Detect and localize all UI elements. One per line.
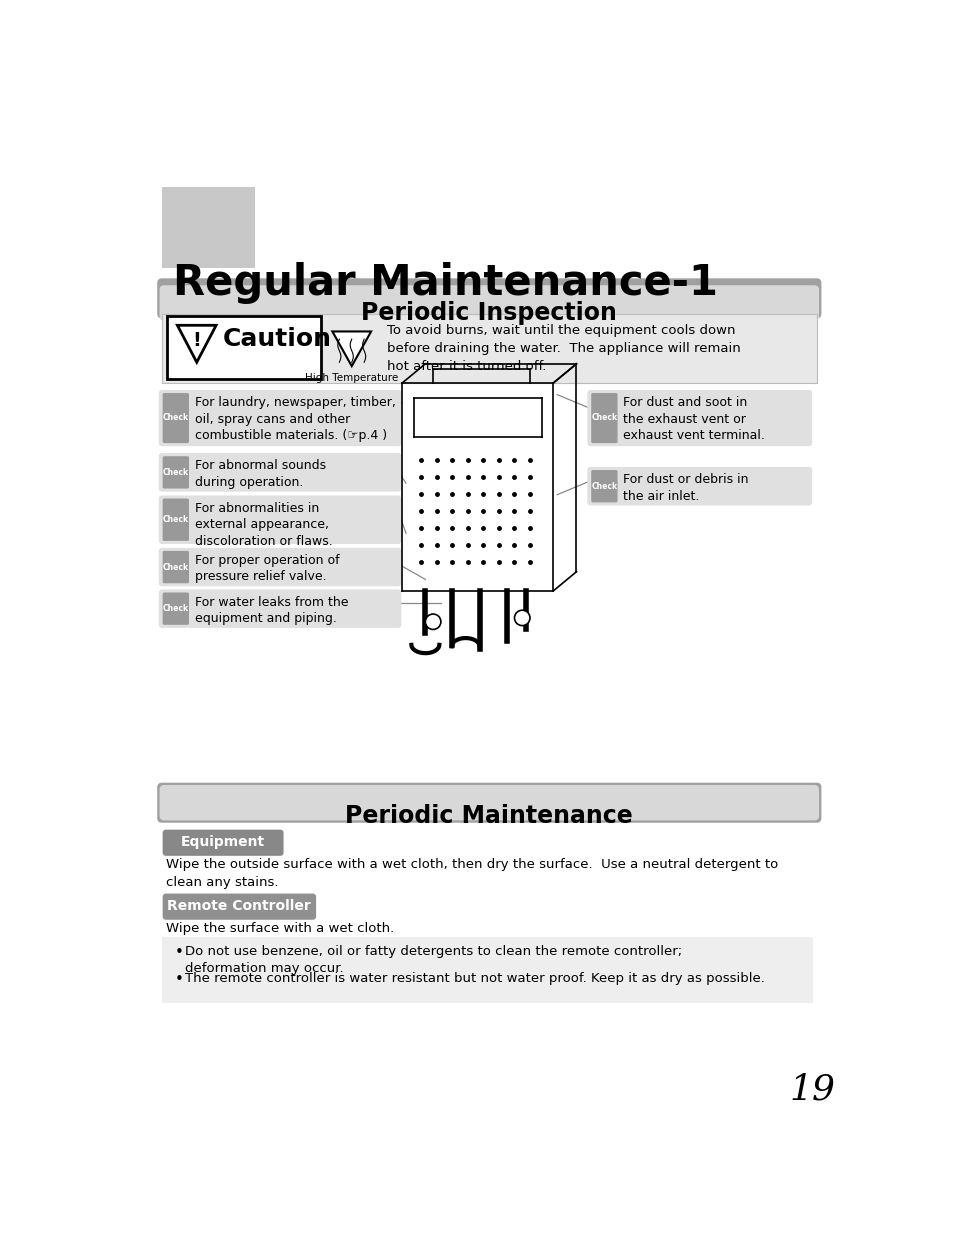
Bar	[162, 937, 812, 1003]
Text: Wipe the surface with a wet cloth.: Wipe the surface with a wet cloth.	[166, 923, 394, 935]
Text: For abnormalities in
external appearance,
discoloration or flaws.: For abnormalities in external appearance…	[195, 501, 333, 547]
Circle shape	[425, 614, 440, 630]
FancyBboxPatch shape	[158, 453, 401, 492]
Text: Check: Check	[591, 414, 617, 422]
Text: •: •	[174, 945, 184, 960]
FancyBboxPatch shape	[162, 499, 189, 541]
Text: High Temperature: High Temperature	[305, 373, 398, 383]
FancyBboxPatch shape	[159, 285, 819, 321]
FancyBboxPatch shape	[162, 456, 189, 489]
FancyBboxPatch shape	[158, 390, 401, 446]
Text: Regular Maintenance-1: Regular Maintenance-1	[173, 262, 718, 304]
FancyBboxPatch shape	[591, 393, 617, 443]
Text: For dust or debris in
the air inlet.: For dust or debris in the air inlet.	[622, 473, 748, 503]
FancyBboxPatch shape	[162, 393, 189, 443]
Text: Check: Check	[163, 468, 189, 477]
Text: Remote Controller: Remote Controller	[168, 899, 311, 913]
Text: Do not use benzene, oil or fatty detergents to clean the remote controller;
defo: Do not use benzene, oil or fatty deterge…	[185, 945, 681, 976]
Circle shape	[514, 610, 530, 626]
FancyBboxPatch shape	[162, 551, 189, 583]
FancyBboxPatch shape	[587, 390, 811, 446]
FancyBboxPatch shape	[162, 830, 283, 856]
Text: •: •	[174, 972, 184, 987]
FancyBboxPatch shape	[158, 589, 401, 627]
Text: 19: 19	[789, 1072, 835, 1107]
Text: For dust and soot in
the exhaust vent or
exhaust vent terminal.: For dust and soot in the exhaust vent or…	[622, 396, 764, 442]
Text: Periodic Maintenance: Periodic Maintenance	[345, 804, 632, 829]
Text: !: !	[193, 331, 201, 351]
Text: For abnormal sounds
during operation.: For abnormal sounds during operation.	[195, 459, 326, 489]
FancyBboxPatch shape	[158, 548, 401, 587]
Text: Check: Check	[591, 482, 617, 490]
FancyBboxPatch shape	[157, 783, 821, 823]
Text: Check: Check	[163, 604, 189, 613]
FancyBboxPatch shape	[162, 593, 189, 625]
Text: For proper operation of
pressure relief valve.: For proper operation of pressure relief …	[195, 555, 339, 583]
FancyBboxPatch shape	[162, 894, 315, 920]
Text: Check: Check	[163, 563, 189, 572]
Bar	[167, 316, 320, 379]
Text: Check: Check	[163, 515, 189, 524]
Bar	[162, 186, 254, 268]
Text: To avoid burns, wait until the equipment cools down
before draining the water.  : To avoid burns, wait until the equipment…	[386, 324, 740, 373]
Text: Equipment: Equipment	[181, 835, 265, 848]
Text: Periodic Inspection: Periodic Inspection	[360, 300, 617, 325]
Polygon shape	[177, 325, 216, 362]
Bar	[162, 314, 816, 383]
Text: Caution: Caution	[222, 327, 331, 351]
FancyBboxPatch shape	[591, 471, 617, 503]
FancyBboxPatch shape	[157, 278, 821, 319]
FancyBboxPatch shape	[587, 467, 811, 505]
Polygon shape	[332, 331, 371, 366]
Text: Wipe the outside surface with a wet cloth, then dry the surface.  Use a neutral : Wipe the outside surface with a wet clot…	[166, 858, 778, 889]
FancyBboxPatch shape	[158, 495, 401, 543]
FancyBboxPatch shape	[159, 785, 819, 820]
Text: For laundry, newspaper, timber,
oil, spray cans and other
combustible materials.: For laundry, newspaper, timber, oil, spr…	[195, 396, 395, 442]
Text: The remote controller is water resistant but not water proof. Keep it as dry as : The remote controller is water resistant…	[185, 972, 764, 986]
Text: Check: Check	[163, 414, 189, 422]
Text: For water leaks from the
equipment and piping.: For water leaks from the equipment and p…	[195, 595, 349, 625]
